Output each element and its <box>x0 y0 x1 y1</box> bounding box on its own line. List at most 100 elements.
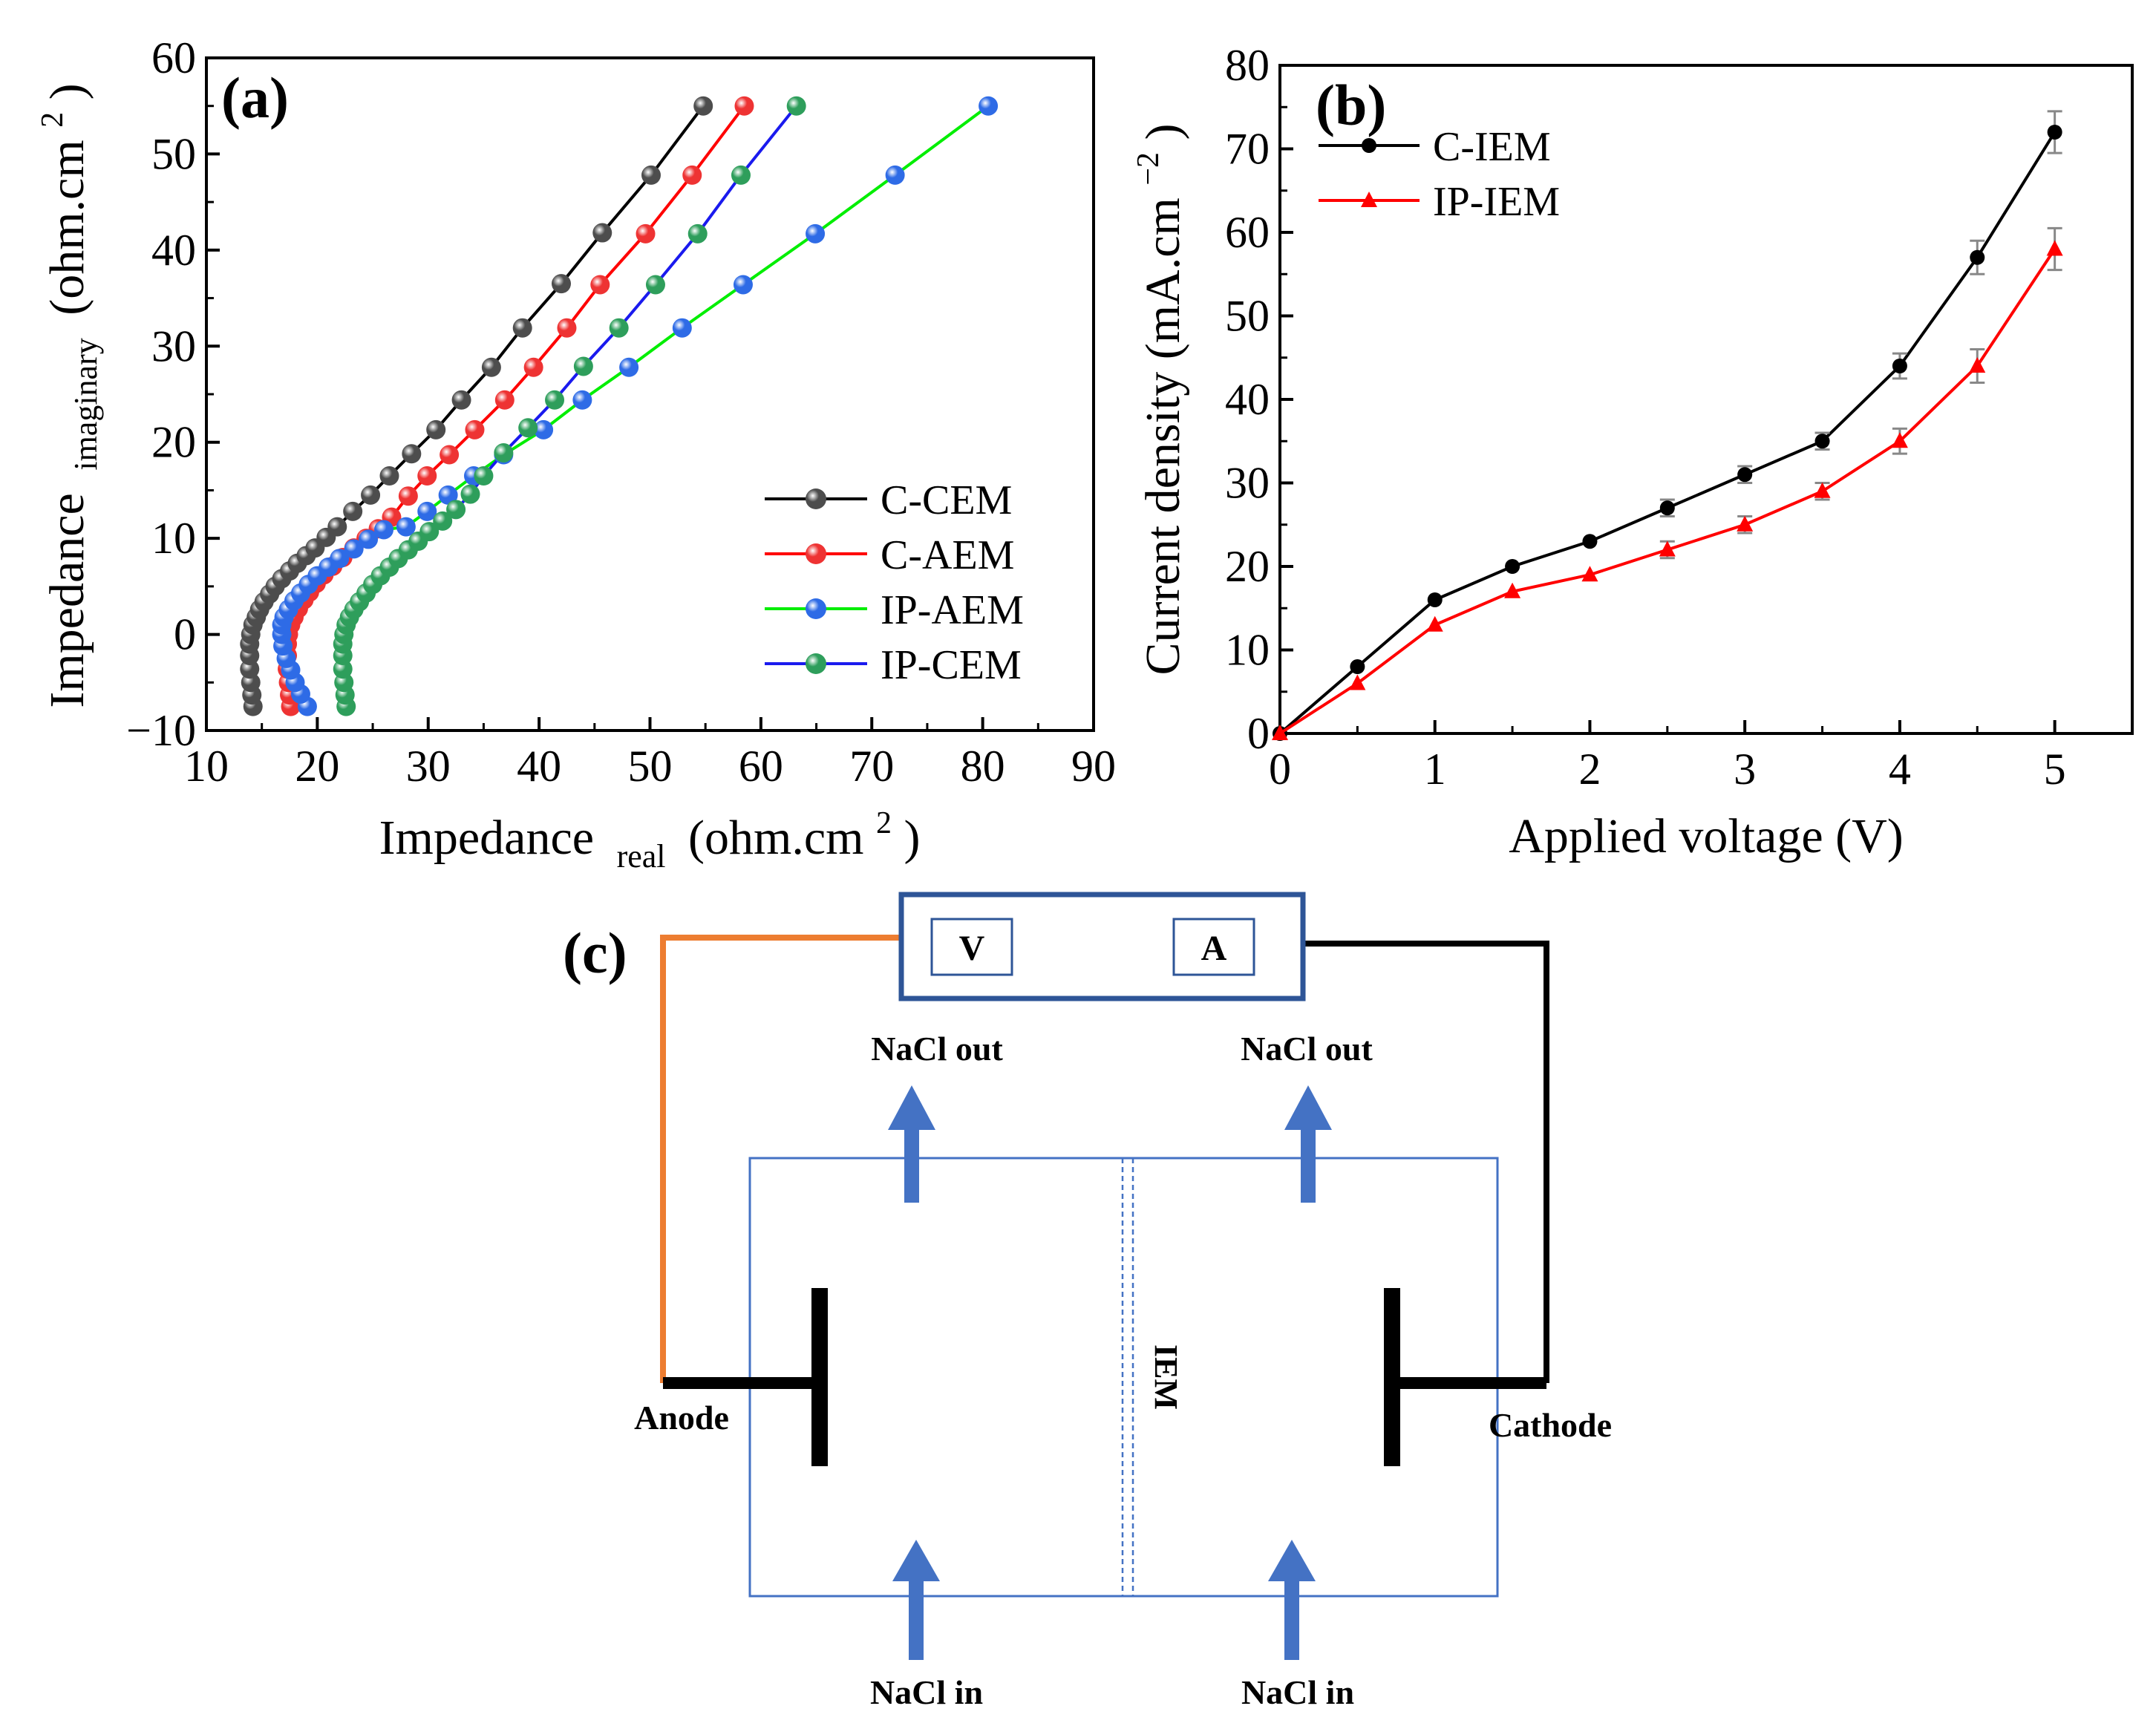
a-point-C-AEM <box>440 445 460 465</box>
b-series-IP-IEM <box>1272 226 2063 740</box>
a-point-C-CEM <box>481 357 501 377</box>
ammeter-box <box>1172 918 1255 976</box>
b-x-tick-label: 0 <box>1269 745 1291 794</box>
a-point-IP-CEM <box>645 275 665 295</box>
panel-a-label: (a) <box>221 65 289 130</box>
y-title-sup: 2 <box>36 112 70 128</box>
a-point-C-AEM <box>734 96 754 116</box>
a-point-IP-AEM <box>619 357 639 377</box>
a-legend-label: C-AEM <box>881 532 1014 578</box>
a-x-tick-label: 40 <box>517 742 561 791</box>
x-title-main: Impedance <box>379 811 595 865</box>
a-x-tick-label: 70 <box>849 742 894 791</box>
b-point-C-IEM <box>1737 467 1753 483</box>
a-point-IP-CEM <box>786 96 806 116</box>
a-x-tick-label: 30 <box>406 742 451 791</box>
a-point-IP-CEM <box>419 522 440 542</box>
a-point-C-CEM <box>240 659 260 679</box>
panel-a-x-axis-title: Impedance real (ohm.cm 2 ) <box>379 790 921 878</box>
b-y-tick-label: 20 <box>1225 542 1270 591</box>
a-point-IP-AEM <box>374 520 393 540</box>
a-y-tick-label: 40 <box>151 226 196 275</box>
b-x-tick-label: 4 <box>1889 745 1911 794</box>
a-x-tick-label: 90 <box>1071 742 1116 791</box>
y-title-sub: imaginary <box>68 338 104 470</box>
b-y-tick-label: 40 <box>1225 375 1270 424</box>
b-point-C-IEM <box>1892 359 1907 373</box>
b-y-title-main: Current density (mA.cm <box>1136 197 1190 675</box>
panel-a-y-axis-title: Impedance imaginary (ohm.cm 2 ) <box>19 83 108 707</box>
a-legend-marker <box>806 653 826 674</box>
panel-a-series-points <box>240 96 999 716</box>
b-x-tick-label: 2 <box>1578 745 1601 794</box>
a-y-tick-label: 60 <box>151 33 196 82</box>
panel-b-legend: C-IEM IP-IEM <box>1319 124 1560 225</box>
b-point-C-IEM <box>1659 500 1675 516</box>
b-y-tick-label: 70 <box>1225 125 1270 174</box>
a-legend-marker <box>806 488 826 509</box>
b-point-C-IEM <box>1970 249 1985 265</box>
a-point-IP-CEM <box>573 356 593 376</box>
y-title-close: ) <box>40 83 94 99</box>
nacl-out-left-label: NaCl out <box>871 1030 1003 1068</box>
x-title-unit: (ohm.cm <box>688 811 863 865</box>
a-series-line-IP-CEM <box>341 105 798 707</box>
a-point-IP-CEM <box>446 500 466 520</box>
b-point-C-IEM <box>2047 125 2062 140</box>
panel-c-label: (c) <box>563 921 627 985</box>
a-y-tick-label: 10 <box>151 514 196 563</box>
b-line-C-IEM <box>1278 131 2057 735</box>
a-point-IP-AEM <box>534 419 554 439</box>
anode-label: Anode <box>634 1399 729 1437</box>
a-point-C-AEM <box>636 223 656 244</box>
panel-a-legend: C-CEM C-AEM IP-AEM IP-CEM <box>765 477 1024 688</box>
b-point-IP-IEM <box>1349 674 1366 690</box>
b-y-tick-label: 80 <box>1225 41 1270 90</box>
b-x-tick-label: 1 <box>1424 745 1446 794</box>
a-legend-marker <box>806 598 826 619</box>
a-point-C-CEM <box>451 390 471 410</box>
a-x-tick-label: 10 <box>184 742 229 791</box>
a-point-C-CEM <box>552 274 571 294</box>
x-title-sup: 2 <box>876 806 892 840</box>
a-point-IP-AEM <box>979 96 999 116</box>
b-legend-label: IP-IEM <box>1433 179 1560 225</box>
a-point-IP-AEM <box>572 390 592 410</box>
b-point-IP-IEM <box>2046 240 2063 256</box>
panel-b-plot-frame <box>1278 64 2134 735</box>
outlet-arrow-left <box>888 1085 935 1203</box>
a-point-IP-CEM <box>333 659 353 679</box>
a-point-IP-CEM <box>494 442 514 463</box>
cathode-wire <box>1303 941 1549 1383</box>
a-x-tick-label: 50 <box>628 742 673 791</box>
a-x-tick-label: 60 <box>739 742 783 791</box>
a-point-C-CEM <box>592 223 612 243</box>
b-x-tick-label: 5 <box>2044 745 2066 794</box>
nacl-in-right-label: NaCl in <box>1241 1673 1354 1711</box>
a-legend-label: C-CEM <box>881 477 1012 523</box>
a-x-tick-label: 80 <box>961 742 1005 791</box>
b-legend-marker <box>1362 138 1376 153</box>
a-y-tick-label: 20 <box>151 418 196 467</box>
b-point-IP-IEM <box>1426 615 1443 632</box>
a-legend-label: IP-AEM <box>881 587 1024 633</box>
a-point-IP-AEM <box>330 549 350 569</box>
a-point-C-AEM <box>494 390 514 410</box>
b-point-IP-IEM <box>1504 582 1521 598</box>
b-y-tick-label: 30 <box>1225 459 1270 508</box>
a-point-C-AEM <box>398 486 418 506</box>
b-point-C-IEM <box>1505 559 1520 574</box>
a-point-IP-CEM <box>609 318 629 338</box>
panel-b-y-axis-title: Current density (mA.cm −2 ) <box>1115 123 1190 675</box>
a-y-tick-label: 50 <box>151 129 196 178</box>
b-y-title-close: ) <box>1136 123 1190 140</box>
x-title-sub: real <box>617 838 666 875</box>
a-point-IP-AEM <box>438 485 458 505</box>
b-legend-label: C-IEM <box>1433 124 1551 170</box>
a-point-C-AEM <box>590 275 610 295</box>
nacl-out-right-label: NaCl out <box>1241 1030 1373 1068</box>
b-line-IP-IEM <box>1278 248 2057 735</box>
a-point-IP-AEM <box>806 223 826 244</box>
